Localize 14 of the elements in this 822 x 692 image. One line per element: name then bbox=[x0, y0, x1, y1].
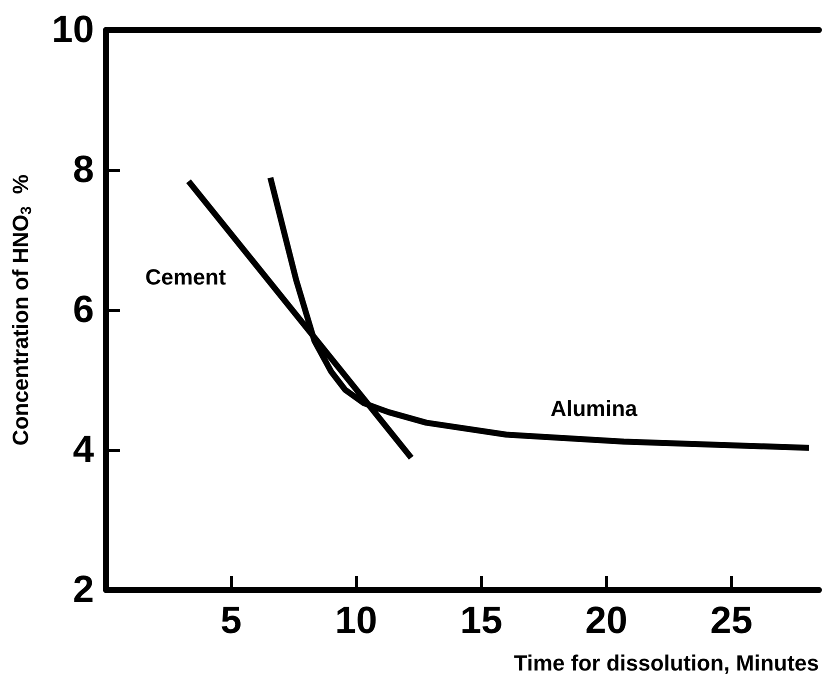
y-tick-label: 2 bbox=[72, 569, 94, 611]
series-label: Alumina bbox=[550, 396, 638, 422]
series-label: Cement bbox=[145, 264, 227, 290]
x-tick-label: 25 bbox=[710, 600, 753, 642]
y-axis-title: Concentration of HNO3 % bbox=[8, 174, 35, 446]
x-tick-label: 5 bbox=[220, 600, 242, 642]
y-tick-label: 8 bbox=[72, 149, 94, 191]
x-axis-title: Time for dissolution, Minutes bbox=[514, 650, 819, 676]
x-tick-label: 20 bbox=[585, 600, 628, 642]
y-tick-label: 4 bbox=[72, 429, 94, 471]
x-tick-label: 10 bbox=[335, 600, 378, 642]
y-tick-label: 10 bbox=[52, 9, 94, 51]
y-tick-label: 6 bbox=[72, 289, 94, 331]
x-tick-label: 15 bbox=[460, 600, 502, 642]
